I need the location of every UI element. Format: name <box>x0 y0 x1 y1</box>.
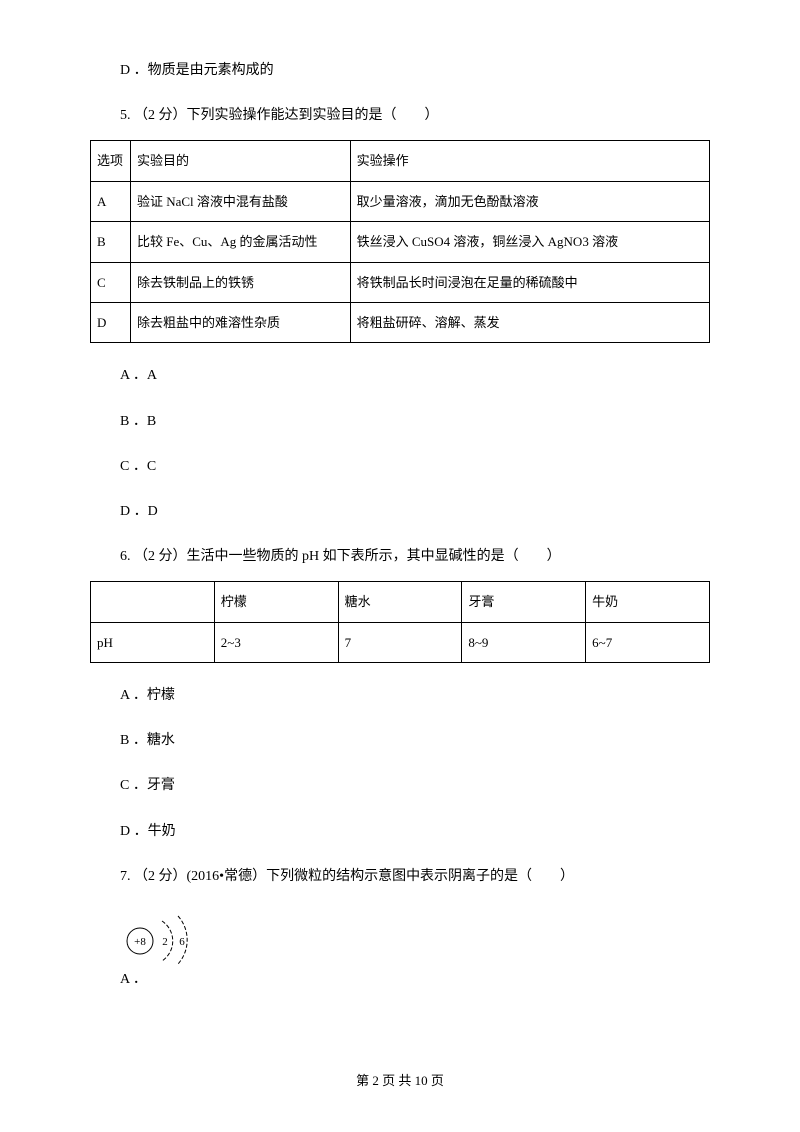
table-cell: B <box>91 222 131 262</box>
q5-option-b: B ．B <box>90 409 710 434</box>
table-cell: 铁丝浸入 CuSO4 溶液，铜丝浸入 AgNO3 溶液 <box>350 222 709 262</box>
table-cell: 糖水 <box>338 582 462 622</box>
table-cell: 8~9 <box>462 622 586 662</box>
table-cell: 6~7 <box>586 622 710 662</box>
table-cell: 比较 Fe、Cu、Ag 的金属活动性 <box>130 222 350 262</box>
table-cell: 将铁制品长时间浸泡在足量的稀硫酸中 <box>350 262 709 302</box>
question-5: 5. （2 分）下列实验操作能达到实验目的是（ ） <box>90 103 710 128</box>
q6-option-a: A ．柠檬 <box>90 683 710 708</box>
table-row: 柠檬 糖水 牙膏 牛奶 <box>91 582 710 622</box>
table-cell: 实验目的 <box>130 141 350 181</box>
q5-option-c: C ．C <box>90 454 710 479</box>
table-cell <box>91 582 215 622</box>
q5-table: 选项 实验目的 实验操作 A 验证 NaCl 溶液中混有盐酸 取少量溶液，滴加无… <box>90 140 710 343</box>
q6-option-b: B ．糖水 <box>90 728 710 753</box>
table-cell: 除去铁制品上的铁锈 <box>130 262 350 302</box>
table-cell: 实验操作 <box>350 141 709 181</box>
table-row: A 验证 NaCl 溶液中混有盐酸 取少量溶液，滴加无色酚酞溶液 <box>91 181 710 221</box>
q5-option-d: D ．D <box>90 499 710 524</box>
table-cell: D <box>91 302 131 342</box>
table-cell: 牛奶 <box>586 582 710 622</box>
table-row: B 比较 Fe、Cu、Ag 的金属活动性 铁丝浸入 CuSO4 溶液，铜丝浸入 … <box>91 222 710 262</box>
table-cell: pH <box>91 622 215 662</box>
page-footer: 第 2 页 共 10 页 <box>0 1069 800 1092</box>
q6-option-c: C ．牙膏 <box>90 773 710 798</box>
table-cell: 取少量溶液，滴加无色酚酞溶液 <box>350 181 709 221</box>
shell2-label: 6 <box>179 936 185 948</box>
atom-diagram: +8 2 6 <box>120 906 210 975</box>
table-row: 选项 实验目的 实验操作 <box>91 141 710 181</box>
table-cell: 验证 NaCl 溶液中混有盐酸 <box>130 181 350 221</box>
shell1-label: 2 <box>162 936 168 948</box>
q6-table: 柠檬 糖水 牙膏 牛奶 pH 2~3 7 8~9 6~7 <box>90 581 710 663</box>
table-cell: 2~3 <box>214 622 338 662</box>
question-7: 7. （2 分）(2016•常德）下列微粒的结构示意图中表示阴离子的是（ ） <box>90 864 710 889</box>
table-row: C 除去铁制品上的铁锈 将铁制品长时间浸泡在足量的稀硫酸中 <box>91 262 710 302</box>
table-row: D 除去粗盐中的难溶性杂质 将粗盐研碎、溶解、蒸发 <box>91 302 710 342</box>
table-cell: 7 <box>338 622 462 662</box>
option-d-prev: D ．物质是由元素构成的 <box>90 58 710 83</box>
table-cell: 除去粗盐中的难溶性杂质 <box>130 302 350 342</box>
table-cell: 柠檬 <box>214 582 338 622</box>
question-6: 6. （2 分）生活中一些物质的 pH 如下表所示，其中显碱性的是（ ） <box>90 544 710 569</box>
table-cell: 选项 <box>91 141 131 181</box>
table-cell: 将粗盐研碎、溶解、蒸发 <box>350 302 709 342</box>
q5-option-a: A ．A <box>90 363 710 388</box>
q6-option-d: D ．牛奶 <box>90 819 710 844</box>
table-cell: C <box>91 262 131 302</box>
table-cell: 牙膏 <box>462 582 586 622</box>
table-cell: A <box>91 181 131 221</box>
nucleus-label: +8 <box>134 936 146 948</box>
table-row: pH 2~3 7 8~9 6~7 <box>91 622 710 662</box>
